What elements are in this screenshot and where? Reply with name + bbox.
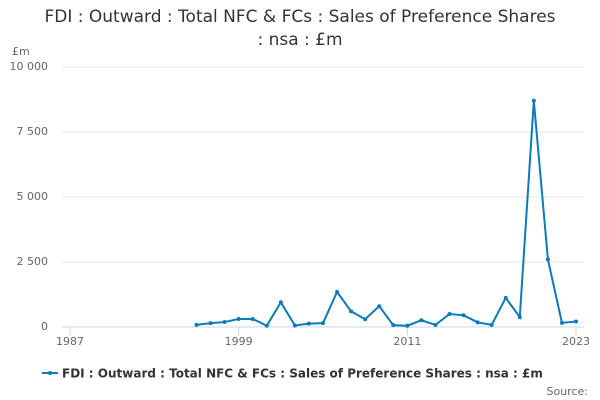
y-tick-label: 2 500 xyxy=(17,255,49,268)
point xyxy=(194,322,199,327)
point xyxy=(222,320,227,325)
point xyxy=(292,323,297,328)
point xyxy=(475,320,480,325)
point xyxy=(377,304,382,309)
y-tick-label: 7 500 xyxy=(17,125,49,138)
point xyxy=(335,289,340,294)
point xyxy=(236,316,241,321)
point xyxy=(559,320,564,325)
point xyxy=(419,318,424,323)
point xyxy=(208,321,213,326)
point xyxy=(349,309,354,314)
point xyxy=(321,321,325,326)
point xyxy=(306,321,311,326)
x-tick-label: 1987 xyxy=(56,335,84,348)
point xyxy=(517,315,522,320)
x-tick-label: 1999 xyxy=(225,335,253,348)
chart-title: FDI : Outward : Total NFC & FCs : Sales … xyxy=(44,7,556,50)
x-tick-label: 2011 xyxy=(393,335,421,348)
point xyxy=(433,322,438,327)
point xyxy=(503,295,508,300)
point xyxy=(278,300,283,305)
legend-marker xyxy=(48,371,52,375)
point xyxy=(574,319,578,324)
point xyxy=(489,322,494,327)
point xyxy=(531,98,536,103)
point xyxy=(405,323,410,328)
y-tick-label: 10 000 xyxy=(10,60,49,73)
source: Source: xyxy=(547,385,589,398)
legend-label: FDI : Outward : Total NFC & FCs : Sales … xyxy=(62,367,543,381)
point xyxy=(264,323,269,328)
point xyxy=(250,316,255,321)
point xyxy=(391,323,396,328)
point xyxy=(447,312,452,316)
y-tick-label: 0 xyxy=(41,320,48,333)
point xyxy=(363,317,368,322)
y-axis-label: £m xyxy=(12,45,30,58)
line xyxy=(196,100,577,327)
y-tick-label: 5 000 xyxy=(17,190,49,203)
point xyxy=(461,313,466,318)
x-tick-label: 2023 xyxy=(562,335,590,348)
point xyxy=(545,257,550,262)
